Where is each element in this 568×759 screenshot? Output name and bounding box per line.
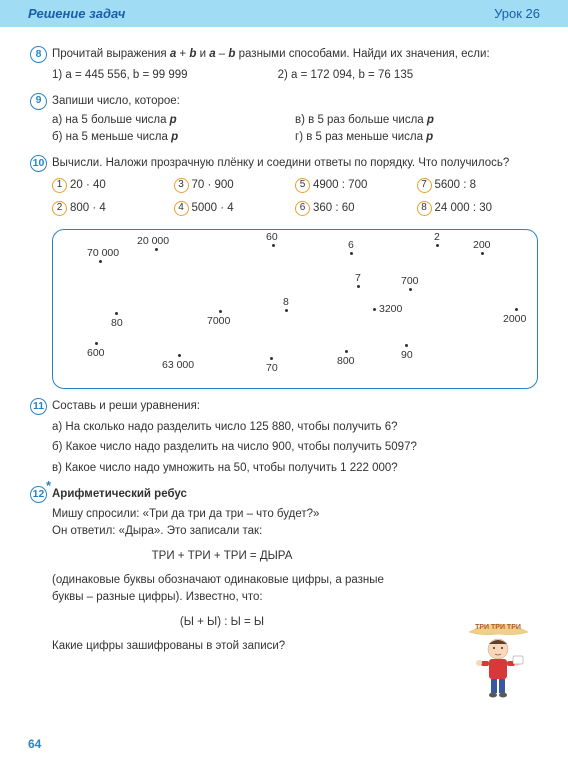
diagram-label: 8 bbox=[283, 295, 289, 310]
page: Решение задач Урок 26 8 Прочитай выражен… bbox=[0, 0, 568, 759]
calc-row: 120 · 40370 · 90054900 : 70075600 : 8 bbox=[52, 177, 538, 194]
diagram-label: 700 bbox=[401, 274, 419, 289]
diagram-dot bbox=[270, 357, 273, 360]
diagram-label: 7000 bbox=[207, 314, 230, 329]
calc-item-expr: 20 · 40 bbox=[70, 179, 106, 191]
calc-item: 54900 : 700 bbox=[295, 177, 417, 194]
t12-title: Арифметический ребус bbox=[52, 488, 187, 500]
task-9: 9 Запиши число, которое: а) на 5 больше … bbox=[30, 93, 538, 145]
t11-b: б) Какое число надо разделить на число 9… bbox=[52, 439, 538, 456]
header-lesson: Урок 26 bbox=[494, 6, 540, 21]
diagram-label: 90 bbox=[401, 348, 413, 363]
diagram-label: 3200 bbox=[379, 302, 402, 317]
illus-text: ТРИ ТРИ ТРИ bbox=[475, 624, 521, 631]
page-number: 64 bbox=[28, 737, 41, 751]
calc-item: 824 000 : 30 bbox=[417, 200, 539, 217]
task-number-11: 11 bbox=[30, 398, 47, 415]
task-number-10: 10 bbox=[30, 155, 47, 172]
calc-item-num: 8 bbox=[417, 201, 432, 216]
diagram-dot bbox=[345, 350, 348, 353]
diagram-label: 60 bbox=[266, 230, 278, 245]
calc-item: 6360 : 60 bbox=[295, 200, 417, 217]
header-bar: Решение задач Урок 26 bbox=[0, 0, 568, 27]
t10-text: Вычисли. Наложи прозрачную плёнку и соед… bbox=[52, 157, 509, 169]
t8-sub1: 1) a = 445 556, b = 99 999 bbox=[52, 67, 188, 84]
t8-text: Прочитай выражения a + b и a – b разными… bbox=[52, 48, 490, 60]
task-8: 8 Прочитай выражения a + b и a – b разны… bbox=[30, 47, 538, 83]
t9-a: а) на 5 больше числа p bbox=[52, 112, 295, 129]
t9-b: б) на 5 меньше числа p bbox=[52, 129, 295, 146]
t12-line1: Мишу спросили: «Три да три да три – что … bbox=[52, 506, 392, 523]
diagram-dot bbox=[115, 312, 118, 315]
task-11: 11 Составь и реши уравнения: а) На сколь… bbox=[30, 399, 538, 477]
t12-eq1: ТРИ + ТРИ + ТРИ = ДЫРА bbox=[52, 548, 392, 565]
t9-v: в) в 5 раз больше числа p bbox=[295, 112, 538, 129]
task-11-body: Составь и реши уравнения: а) На сколько … bbox=[30, 398, 538, 477]
t8-subs: 1) a = 445 556, b = 99 999 2) a = 172 09… bbox=[52, 67, 538, 84]
task-number-12: 12 bbox=[30, 486, 47, 503]
diagram-dot bbox=[219, 310, 222, 313]
t9-subs: а) на 5 больше числа p в) в 5 раз больше… bbox=[52, 112, 538, 145]
task-number-9: 9 bbox=[30, 93, 47, 110]
calc-item-expr: 5600 : 8 bbox=[435, 179, 477, 191]
calc-item-expr: 360 : 60 bbox=[313, 202, 355, 214]
calc-item: 2800 · 4 bbox=[52, 200, 174, 217]
t11-v: в) Какое число надо умножить на 50, чтоб… bbox=[52, 460, 538, 477]
calc-item-num: 4 bbox=[174, 201, 189, 216]
calc-item-expr: 5000 · 4 bbox=[192, 202, 234, 214]
calc-item-num: 6 bbox=[295, 201, 310, 216]
t12-note: (одинаковые буквы обозначают одинаковые … bbox=[52, 572, 392, 605]
diagram-dot bbox=[178, 354, 181, 357]
calc-item: 75600 : 8 bbox=[417, 177, 539, 194]
calc-item-num: 3 bbox=[174, 178, 189, 193]
diagram-label: 2 bbox=[434, 230, 440, 245]
calc-item-num: 5 bbox=[295, 178, 310, 193]
diagram-label: 63 000 bbox=[162, 358, 194, 373]
calc-item-expr: 70 · 900 bbox=[192, 179, 234, 191]
t9-text: Запиши число, которое: bbox=[52, 95, 180, 107]
diagram-label: 200 bbox=[473, 238, 491, 253]
diagram-label: 70 bbox=[266, 361, 278, 376]
t11-a: а) На сколько надо разделить число 125 8… bbox=[52, 419, 538, 436]
calc-item-num: 2 bbox=[52, 201, 67, 216]
diagram-label: 20 000 bbox=[137, 234, 169, 249]
header-title: Решение задач bbox=[28, 6, 125, 21]
calc-item-num: 1 bbox=[52, 178, 67, 193]
calc-item-expr: 24 000 : 30 bbox=[435, 202, 493, 214]
diagram-dot bbox=[405, 344, 408, 347]
diagram-label: 800 bbox=[337, 354, 355, 369]
calc-row: 2800 · 445000 · 46360 : 60824 000 : 30 bbox=[52, 200, 538, 217]
diagram-dot bbox=[515, 308, 518, 311]
boy-illustration: ТРИ ТРИ ТРИ bbox=[461, 614, 536, 699]
content: 8 Прочитай выражения a + b и a – b разны… bbox=[0, 27, 568, 675]
calc-item: 370 · 900 bbox=[174, 177, 296, 194]
diagram-label: 600 bbox=[87, 346, 105, 361]
calc-item-expr: 4900 : 700 bbox=[313, 179, 367, 191]
t10-diagram: 70 000 20 000 60 6 2 200 7 700 80 7000 8 3200 2000 60… bbox=[52, 229, 538, 389]
task-number-8: 8 bbox=[30, 46, 47, 63]
task-10-body: Вычисли. Наложи прозрачную плёнку и соед… bbox=[30, 155, 538, 389]
t9-g: г) в 5 раз меньше числа p bbox=[295, 129, 538, 146]
calc-item-expr: 800 · 4 bbox=[70, 202, 106, 214]
t10-calcs: 120 · 40370 · 90054900 : 70075600 : 8280… bbox=[52, 177, 538, 217]
calc-item-num: 7 bbox=[417, 178, 432, 193]
task-10: 10 Вычисли. Наложи прозрачную плёнку и с… bbox=[30, 156, 538, 389]
diagram-label: 70 000 bbox=[87, 246, 119, 261]
task-9-body: Запиши число, которое: а) на 5 больше чи… bbox=[30, 93, 538, 146]
diagram-dot bbox=[95, 342, 98, 345]
t12-line2: Он ответил: «Дыра». Это записали так: bbox=[52, 523, 392, 540]
diagram-label: 2000 bbox=[503, 312, 526, 327]
t11-text: Составь и реши уравнения: bbox=[52, 400, 200, 412]
diagram-label: 6 bbox=[348, 238, 354, 253]
t8-sub2: 2) a = 172 094, b = 76 135 bbox=[278, 67, 414, 84]
calc-item: 120 · 40 bbox=[52, 177, 174, 194]
diagram-label: 7 bbox=[355, 271, 361, 286]
calc-item: 45000 · 4 bbox=[174, 200, 296, 217]
diagram-dot bbox=[373, 308, 376, 311]
diagram-label: 80 bbox=[111, 316, 123, 331]
t12-eq2: (Ы + Ы) : Ы = Ы bbox=[52, 614, 392, 631]
task-8-body: Прочитай выражения a + b и a – b разными… bbox=[30, 46, 538, 83]
